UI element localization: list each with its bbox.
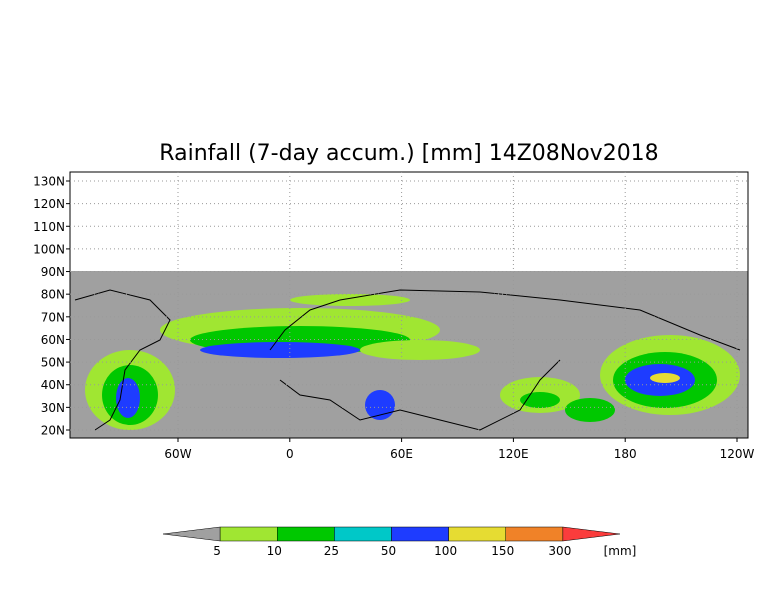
lat-label: 110N bbox=[33, 220, 65, 234]
lon-label: 180 bbox=[614, 447, 637, 461]
colorbar-swatch bbox=[162, 526, 221, 542]
colorbar-swatch bbox=[277, 526, 335, 542]
colorbar-swatch bbox=[219, 526, 278, 542]
colorbar-swatch bbox=[334, 526, 392, 542]
colorbar-swatch bbox=[562, 526, 621, 542]
colorbar-unit: [mm] bbox=[604, 544, 637, 558]
lat-label: 70N bbox=[41, 310, 65, 324]
colorbar: 5 10 25 50 100 150 300 [mm] bbox=[162, 526, 637, 558]
lat-label: 90N bbox=[41, 265, 65, 279]
lon-label: 0 bbox=[286, 447, 294, 461]
lat-label: 50N bbox=[41, 356, 65, 370]
lon-label: 60W bbox=[164, 447, 191, 461]
coastlines bbox=[74, 289, 741, 431]
lat-label: 120N bbox=[33, 197, 65, 211]
lat-label: 20N bbox=[41, 424, 65, 438]
lon-label: 120W bbox=[720, 447, 755, 461]
plot-frame bbox=[69, 171, 749, 439]
lat-label: 80N bbox=[41, 288, 65, 302]
colorbar-label: 100 bbox=[434, 544, 457, 558]
colorbar-label: 5 bbox=[213, 544, 221, 558]
colorbar-swatch bbox=[391, 526, 449, 542]
colorbar-label: 10 bbox=[267, 544, 282, 558]
lat-label: 100N bbox=[33, 242, 65, 256]
colorbar-label: 150 bbox=[491, 544, 514, 558]
lat-label: 130N bbox=[33, 175, 65, 189]
title: Rainfall (7-day accum.) [mm] 14Z08Nov201… bbox=[159, 141, 658, 166]
rain-patches bbox=[85, 294, 740, 430]
lat-label: 40N bbox=[41, 378, 65, 392]
colorbar-swatch bbox=[505, 526, 564, 542]
lat-label: 60N bbox=[41, 333, 65, 347]
colorbar-swatch bbox=[448, 526, 506, 542]
map-plot bbox=[70, 271, 748, 438]
colorbar-label: 50 bbox=[381, 544, 396, 558]
colorbar-label: 25 bbox=[324, 544, 339, 558]
lon-label: 120E bbox=[498, 447, 529, 461]
colorbar-label: 300 bbox=[548, 544, 571, 558]
lat-label: 30N bbox=[41, 401, 65, 415]
lon-label: 60E bbox=[390, 447, 413, 461]
